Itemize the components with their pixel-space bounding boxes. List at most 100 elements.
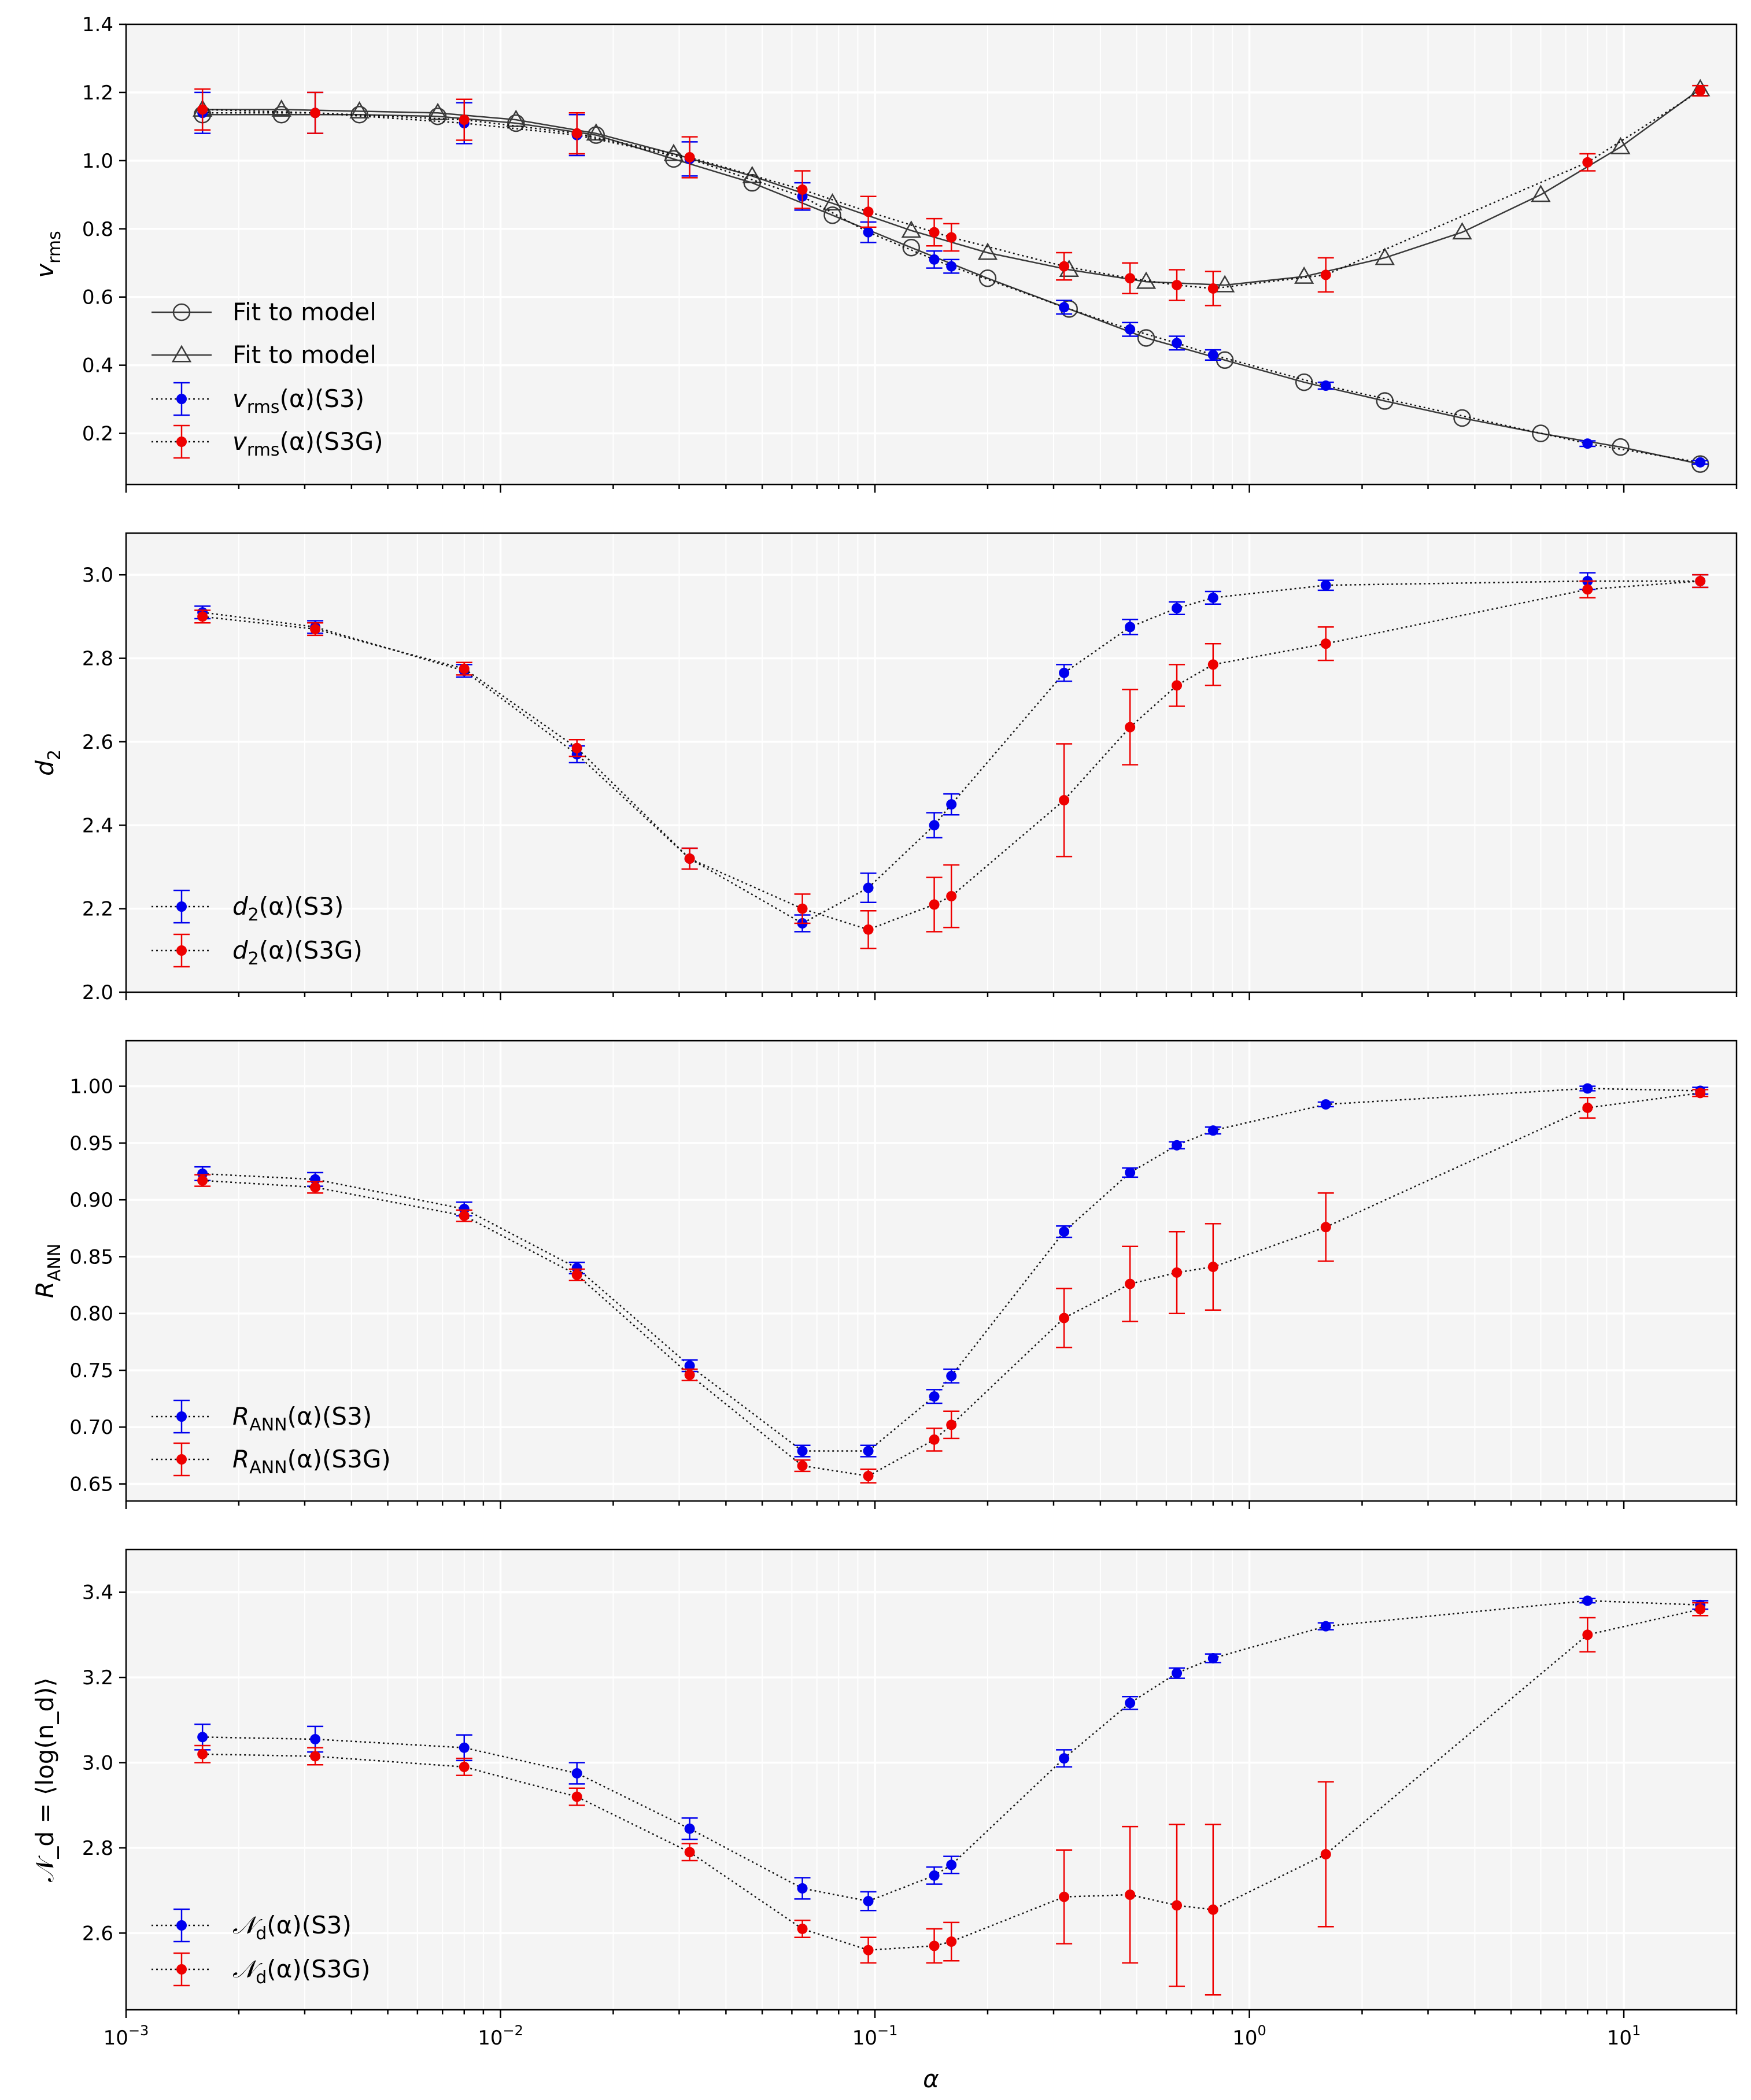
data-point: [1612, 438, 1630, 456]
data-point: [1320, 580, 1331, 591]
y-tick-label: 1.0: [82, 150, 113, 173]
data-point: [1695, 1604, 1706, 1615]
data-point: [797, 903, 808, 914]
data-point: [571, 1768, 582, 1779]
y-tick-label: 0.4: [82, 354, 113, 378]
data-point: [197, 1748, 208, 1759]
data-point: [929, 254, 940, 265]
data-point: [797, 184, 808, 195]
data-point: [1059, 261, 1070, 272]
y-axis-label: 𝒩_d = ⟨log(n_d)⟩: [31, 1677, 59, 1882]
data-point: [1125, 1890, 1136, 1900]
legend-label: vrms(α)(S3): [232, 384, 364, 417]
data-point: [902, 238, 921, 257]
data-point: [946, 1936, 957, 1947]
x-tick-label: 10−2: [478, 2023, 523, 2050]
data-point: [1582, 1102, 1593, 1113]
plot-frame: [125, 1040, 1738, 1502]
data-point: [197, 1732, 208, 1743]
legend-label: d2(α)(S3): [232, 892, 343, 925]
legend-marker: [176, 945, 187, 956]
legend-item: Fit to model: [152, 341, 376, 369]
series-line: [202, 1608, 1701, 1951]
data-point: [1125, 722, 1136, 733]
legend-item: vrms(α)(S3G): [152, 424, 383, 460]
data-point: [1059, 794, 1070, 805]
data-point: [1059, 1753, 1070, 1764]
data-point: [506, 109, 526, 127]
data-point: [349, 101, 370, 119]
data-point: [1207, 1652, 1218, 1663]
legend: RANN(α)(S3) RANN(α)(S3G): [152, 1399, 391, 1478]
data-point: [684, 853, 695, 864]
y-tick-label: 3.0: [82, 1752, 113, 1775]
data-point: [1532, 424, 1550, 442]
data-point: [797, 1883, 808, 1894]
series-data-1: [194, 1602, 1709, 1996]
data-point: [1320, 1621, 1331, 1632]
x-tick-label: 10−3: [104, 2023, 149, 2050]
data-point: [684, 151, 695, 162]
y-axis-label: RANN: [31, 1244, 65, 1299]
series-data-3: [194, 84, 1709, 306]
data-point: [1582, 157, 1593, 168]
legend-item: Fit to model: [152, 298, 376, 326]
panel-nd: 2.6 2.8 3.0 3.2 3.4 10−3 10−2 10−1 100 101 𝒩_d = ⟨…: [31, 1548, 1738, 2050]
y-tick-label: 0.75: [69, 1359, 113, 1382]
legend-label: vrms(α)(S3G): [232, 427, 383, 460]
data-point: [310, 1182, 321, 1193]
data-point: [1207, 1904, 1218, 1915]
series-data-1: [194, 574, 1709, 949]
data-point: [1320, 1222, 1331, 1233]
data-point: [1320, 638, 1331, 649]
data-point: [1582, 1629, 1593, 1640]
y-tick-label: 2.2: [82, 898, 113, 921]
plot-frame: [125, 23, 1738, 486]
data-point: [978, 269, 997, 287]
data-point: [797, 1445, 808, 1456]
legend-item: d2(α)(S3): [152, 889, 343, 925]
y-tick-label: 2.8: [82, 648, 113, 671]
data-point: [946, 1859, 957, 1870]
data-point: [1207, 1125, 1218, 1136]
legend-item: RANN(α)(S3G): [152, 1442, 391, 1478]
data-point: [586, 123, 606, 141]
data-point: [946, 799, 957, 810]
data-point: [946, 890, 957, 901]
data-point: [1125, 1698, 1136, 1709]
data-point: [571, 1791, 582, 1802]
series-line: [202, 90, 1701, 290]
data-point: [863, 1445, 874, 1456]
legend: d2(α)(S3) d2(α)(S3G): [152, 889, 363, 969]
legend-marker: [176, 1411, 187, 1422]
y-tick-label: 3.2: [82, 1666, 113, 1689]
data-point: [1172, 338, 1183, 349]
data-point: [459, 1742, 470, 1753]
data-point: [684, 1369, 695, 1380]
data-point: [1059, 1891, 1070, 1902]
y-axis-label: d2: [31, 749, 65, 776]
data-point: [1172, 680, 1183, 691]
legend-marker: [172, 303, 191, 321]
y-tick-label: 2.8: [82, 1837, 113, 1860]
data-point: [797, 1923, 808, 1934]
data-point: [1320, 1099, 1331, 1110]
legend-marker: [176, 1454, 187, 1465]
legend-item: d2(α)(S3G): [152, 933, 363, 969]
data-point: [1059, 302, 1070, 313]
data-point: [901, 220, 921, 238]
series-line: [202, 112, 1701, 463]
data-point: [428, 107, 447, 125]
data-point: [1125, 1278, 1136, 1289]
x-tick-label: 100: [1232, 2023, 1266, 2050]
series-line: [202, 1088, 1701, 1452]
series-line: [202, 1092, 1701, 1477]
data-point: [863, 1896, 874, 1907]
data-point: [1137, 329, 1155, 347]
series-data-1: [194, 1088, 1709, 1484]
data-point: [459, 1210, 470, 1221]
y-tick-label: 0.65: [69, 1473, 113, 1496]
data-point: [946, 1370, 957, 1381]
data-point: [271, 99, 291, 117]
